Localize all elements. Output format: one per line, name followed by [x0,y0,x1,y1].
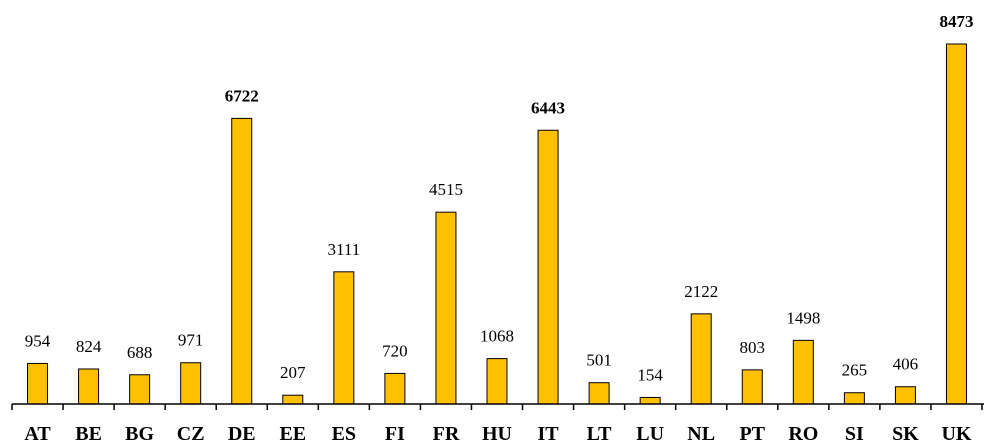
value-label-be: 824 [76,337,102,356]
bar-ee [282,394,304,405]
category-label-lu: LU [636,423,664,445]
bar-nl [690,313,712,405]
value-label-nl: 2122 [684,282,718,301]
bar-cz [180,362,202,405]
category-label-fi: FI [385,423,405,445]
category-label-nl: NL [687,423,715,445]
bar-pt [741,369,763,405]
bar-es [333,271,355,405]
category-label-lt: LT [587,423,613,445]
category-label-pt: PT [739,423,765,445]
value-label-fi: 720 [382,341,408,360]
value-label-bg: 688 [127,343,153,362]
category-labels-group: AT BE BG CZ DE EE ES FI FR HU IT LT LU NL PT RO SI SK UK [24,423,972,445]
bar-fr [435,211,457,405]
value-label-sk: 406 [893,355,919,374]
value-label-it: 6443 [531,98,565,117]
value-label-cz: 971 [178,331,204,350]
value-label-ro: 1498 [786,308,820,327]
category-label-it: IT [537,423,559,445]
bar-it [537,129,559,405]
category-label-fr: FR [433,423,460,445]
value-label-uk: 8473 [939,12,973,31]
category-label-hu: HU [482,423,512,445]
category-label-be: BE [75,423,102,445]
x-axis-ticks [11,404,983,410]
bar-fi [384,372,406,405]
value-labels-group: 954 824 688 971 6722 207 3111 720 4515 1068 6443 50… [25,12,974,384]
value-label-es: 3111 [327,240,360,259]
value-label-de: 6722 [225,86,259,105]
bar-sk [894,386,916,405]
bar-at [27,362,49,405]
value-label-fr: 4515 [429,180,463,199]
category-label-uk: UK [941,423,971,445]
category-label-at: AT [24,423,51,445]
value-label-pt: 803 [740,338,766,357]
category-label-sk: SK [892,423,919,445]
category-label-ro: RO [788,423,818,445]
value-label-lt: 501 [586,351,612,370]
category-label-cz: CZ [177,423,205,445]
bar-be [78,368,100,405]
bar-ro [792,339,814,405]
category-label-es: ES [332,423,356,445]
bar-lt [588,382,610,405]
bar-bg [129,374,151,405]
bar-lu [639,396,661,405]
category-label-si: SI [845,423,864,445]
category-label-bg: BG [125,423,154,445]
value-label-at: 954 [25,331,51,350]
value-label-hu: 1068 [480,327,514,346]
bar-si [843,392,865,405]
bars-group [27,43,967,405]
value-label-ee: 207 [280,363,306,382]
bar-uk [945,43,967,405]
category-label-ee: EE [279,423,306,445]
value-label-lu: 154 [637,365,663,384]
value-label-si: 265 [842,361,868,380]
bar-hu [486,358,508,405]
category-label-de: DE [228,423,256,445]
bar-de [231,117,253,405]
